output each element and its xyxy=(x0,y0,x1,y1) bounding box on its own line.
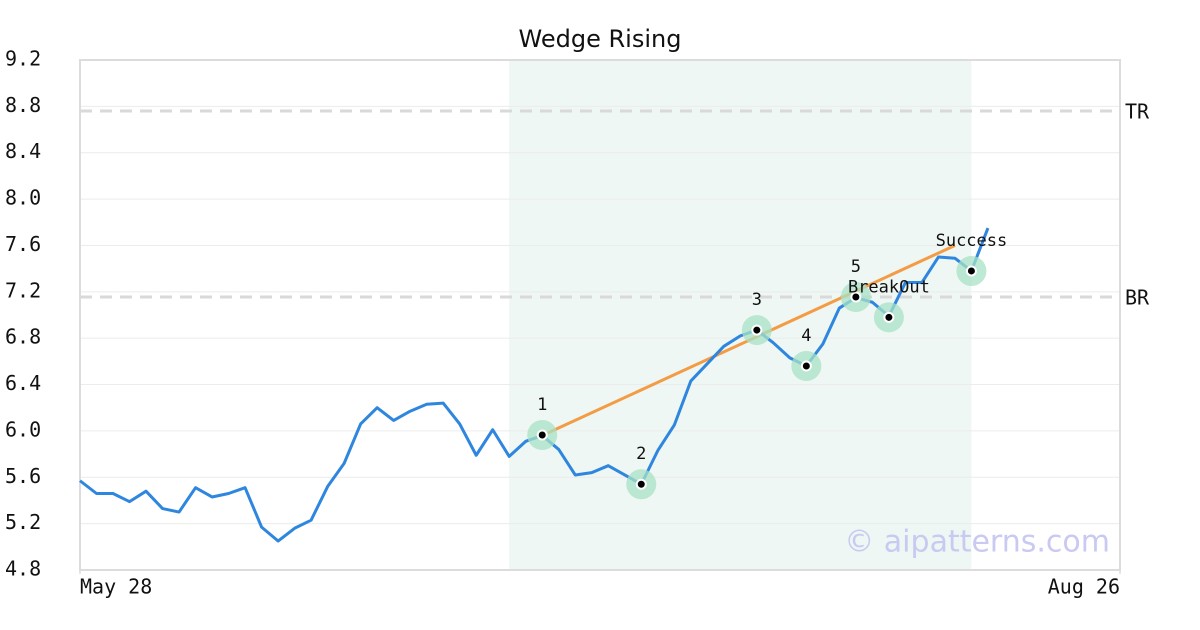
point-label: Success xyxy=(936,231,1008,251)
point-dot xyxy=(751,324,763,336)
x-tick-label: Aug 26 xyxy=(1048,575,1120,599)
point-dot xyxy=(883,311,895,323)
point-dot xyxy=(635,478,647,490)
point-label: BreakOut xyxy=(848,277,930,297)
y-tick-label: 8.0 xyxy=(5,186,41,210)
point-dot xyxy=(800,360,812,372)
level-label: TR xyxy=(1125,100,1150,124)
point-label: 2 xyxy=(636,444,646,464)
x-tick-label: May 28 xyxy=(80,575,152,599)
plot-frame xyxy=(79,59,1121,571)
y-tick-label: 7.2 xyxy=(5,278,41,302)
point-label: 5 xyxy=(851,257,861,277)
y-tick-label: 6.4 xyxy=(5,371,41,395)
chart-title: Wedge Rising xyxy=(519,25,682,53)
y-tick-label: 6.0 xyxy=(5,417,41,441)
y-tick-label: 6.8 xyxy=(5,325,41,349)
y-tick-label: 8.8 xyxy=(5,93,41,117)
y-tick-label: 5.2 xyxy=(5,510,41,534)
point-label: 3 xyxy=(752,290,762,310)
y-tick-label: 8.4 xyxy=(5,139,41,163)
y-tick-label: 4.8 xyxy=(5,557,41,581)
point-dot xyxy=(536,429,548,441)
level-label: BR xyxy=(1125,286,1150,310)
point-label: 1 xyxy=(537,395,547,415)
y-tick-label: 5.6 xyxy=(5,464,41,488)
point-dot xyxy=(850,291,862,303)
point-dot xyxy=(965,265,977,277)
point-label: 4 xyxy=(801,326,811,346)
watermark: © aipatterns.com xyxy=(844,525,1110,560)
y-tick-label: 7.6 xyxy=(5,232,41,256)
y-tick-label: 9.2 xyxy=(5,47,41,71)
